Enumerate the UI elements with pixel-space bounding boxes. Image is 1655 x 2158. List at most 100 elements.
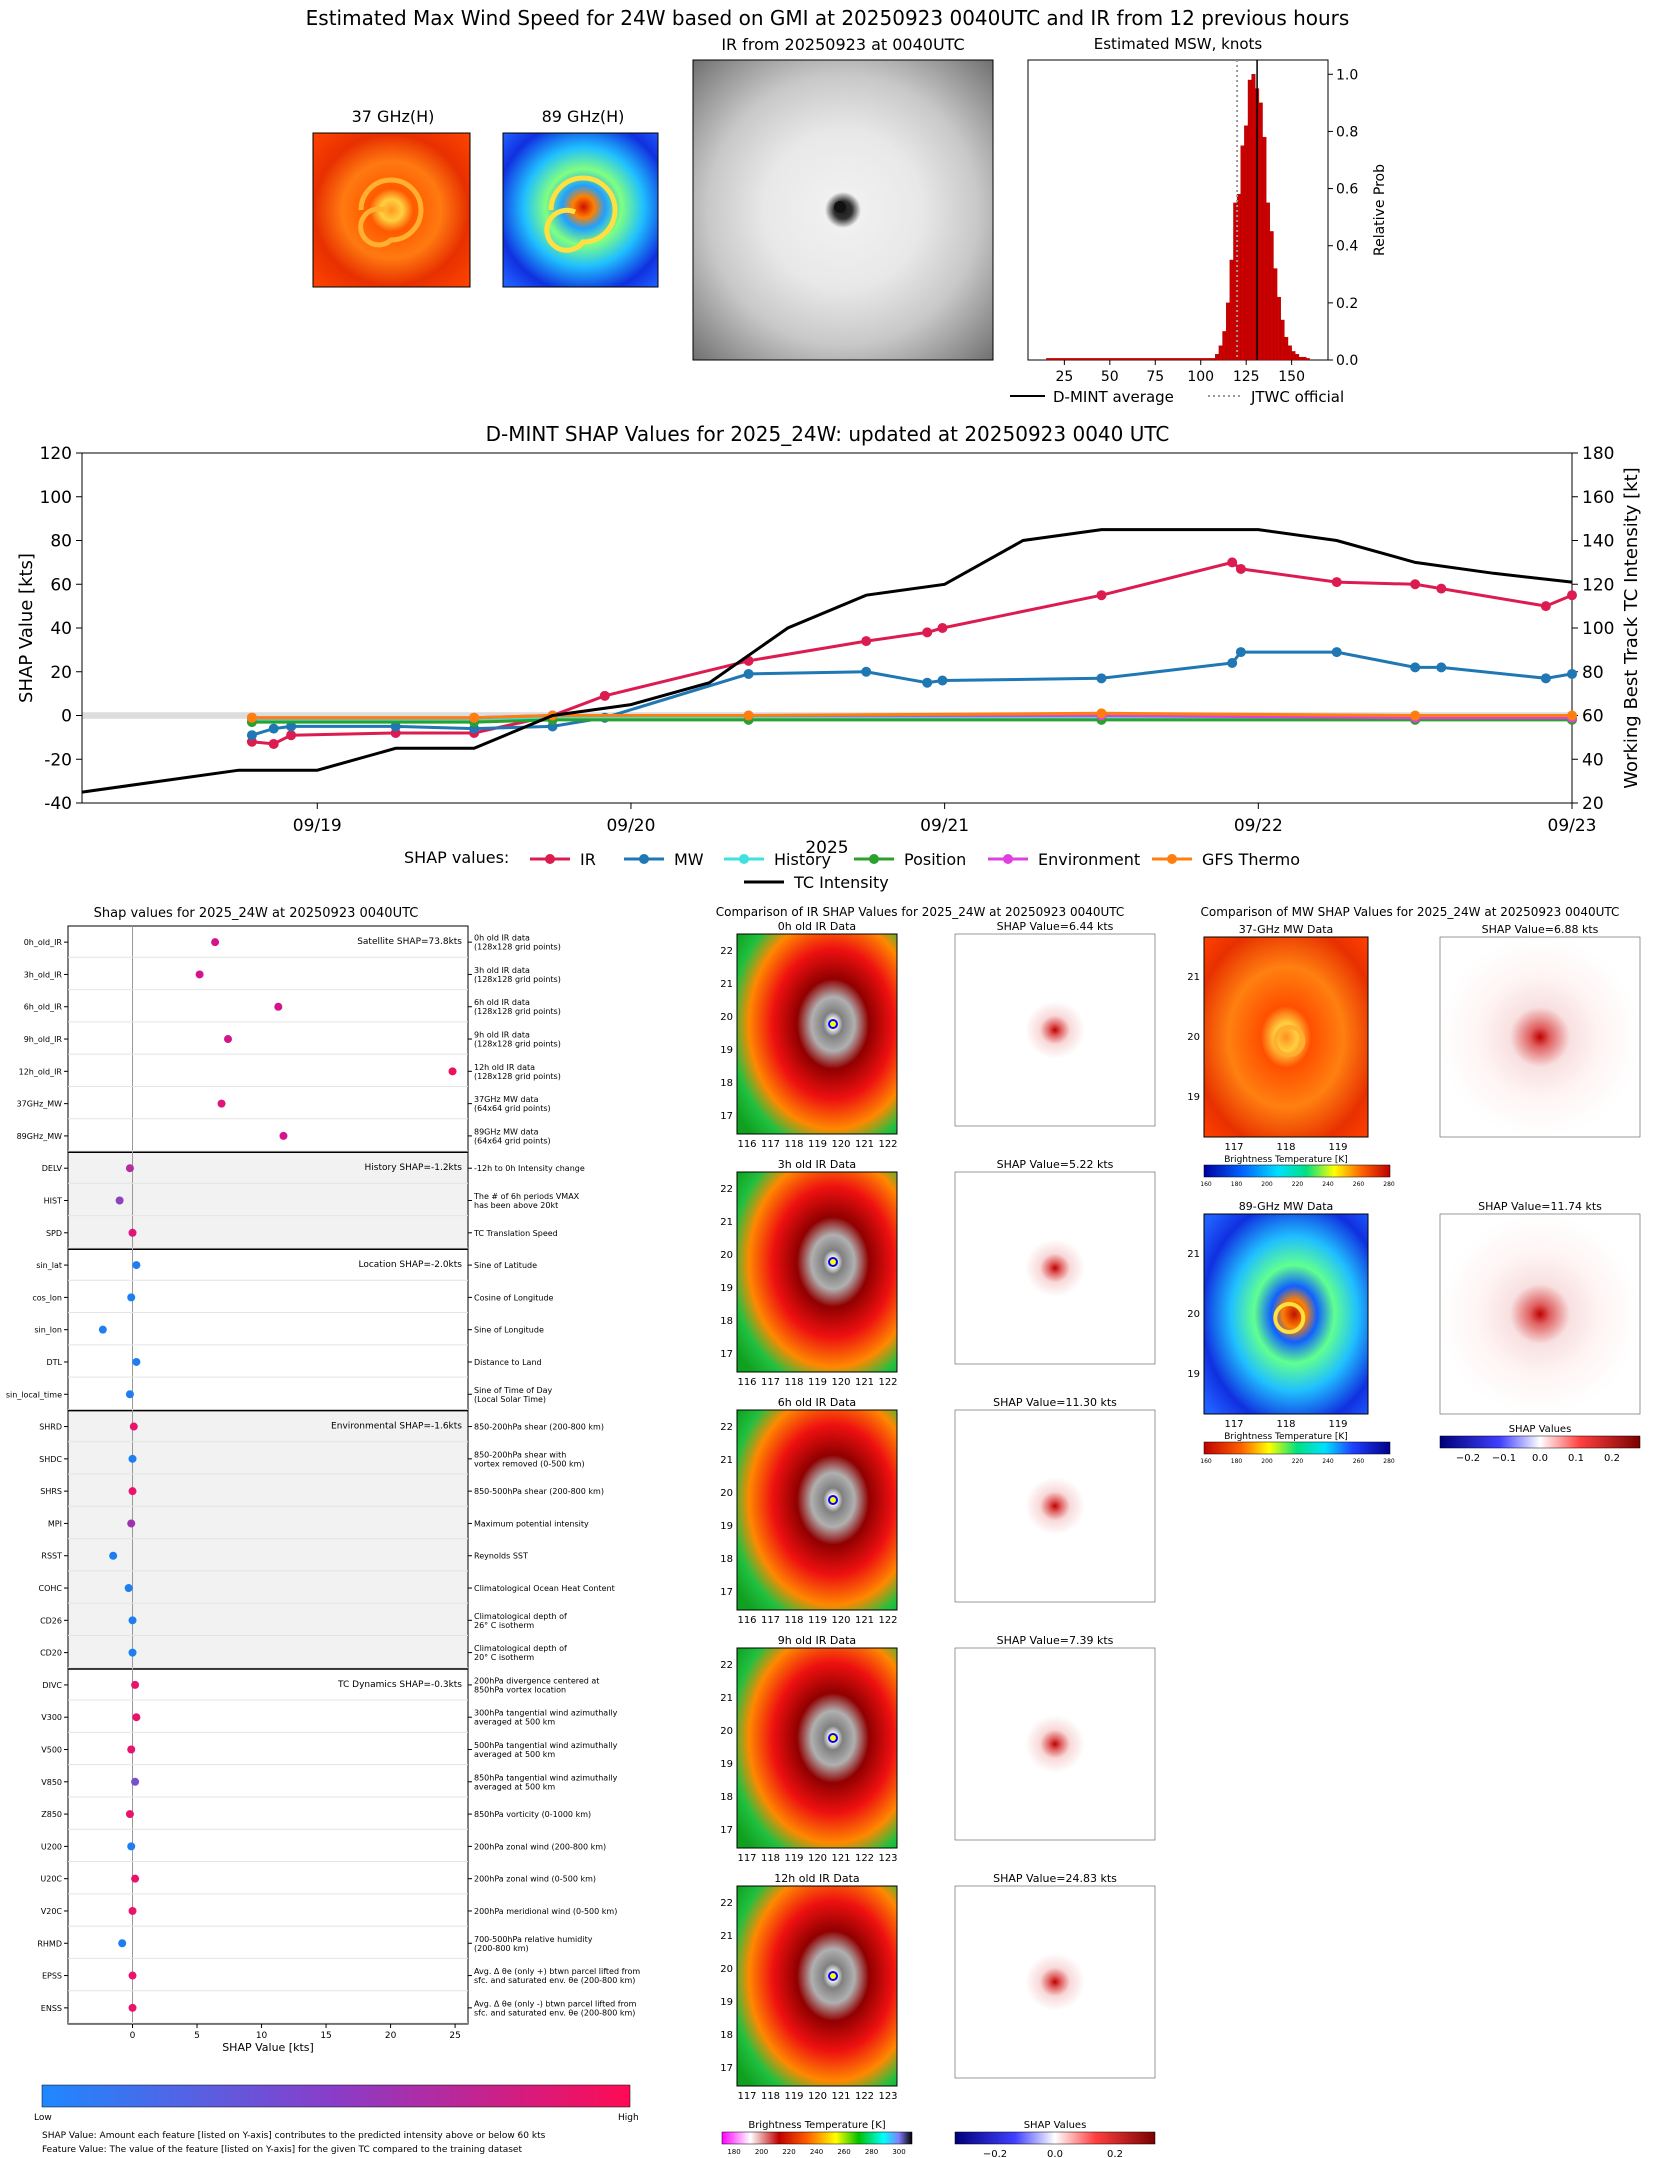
feature-desc: 850hPa vortex location: [474, 1685, 566, 1694]
mw-cbar-tick: 160: [1200, 1181, 1212, 1188]
legend-avg-label: D-MINT average: [1053, 388, 1174, 406]
ir-xtick-label: 122: [855, 1853, 874, 1864]
feature-desc: 20° C isotherm: [474, 1653, 534, 1662]
mw-cbar-tick: 200: [1261, 1458, 1273, 1465]
mw-cbar-tick: 220: [1292, 1458, 1304, 1465]
ts-ytick-right-label: 120: [1582, 575, 1614, 595]
feature-name: 3h_old_IR: [24, 970, 63, 979]
feature-xtick-label: 15: [320, 2031, 331, 2041]
feature-name: DELV: [42, 1164, 63, 1173]
note-feature: Feature Value: The value of the feature …: [42, 2145, 523, 2155]
series-point: [743, 668, 754, 679]
feature-point: [217, 1099, 226, 1108]
feature-desc: sfc. and saturated env. θe (200-800 km): [474, 2008, 635, 2017]
prob-bar: [1225, 302, 1231, 361]
feature-desc: Sine of Time of Day: [474, 1386, 553, 1395]
mw-compare-panels: 37-GHz MW Data 19 20 21 117 118 119 Brightness …: [1187, 923, 1641, 1465]
ir-eye: [828, 1733, 838, 1743]
ir-shap-cbar-tick: 0.0: [1047, 2149, 1063, 2158]
prob-xtick-label: 125: [1233, 369, 1260, 385]
ir-panel-title: 0h old IR Data: [778, 920, 856, 933]
mw-panel-title: 89-GHz MW Data: [1239, 1200, 1334, 1213]
ir-xtick-label: 120: [831, 1377, 850, 1388]
ir-ytick-label: 22: [720, 1898, 733, 1909]
feature-desc: 200hPa zonal wind (200-800 km): [474, 1842, 606, 1851]
series-point: [1096, 673, 1107, 684]
group-label: Satellite SHAP=73.8kts: [357, 937, 462, 947]
feature-desc: 6h old IR data: [474, 998, 530, 1007]
legend-prefix: SHAP values:: [404, 848, 510, 867]
ir-shap-map: [954, 933, 1156, 1127]
feature-desc: (Local Solar Time): [474, 1395, 546, 1404]
series-point: [268, 738, 279, 749]
ir-xtick-label: 118: [761, 2091, 780, 2102]
feature-desc: vortex removed (0-500 km): [474, 1459, 585, 1468]
colorbar-low: Low: [34, 2113, 52, 2123]
ts-ytick-right-label: 20: [1582, 794, 1604, 814]
feature-name: 37GHz_MW: [17, 1100, 62, 1109]
mw89-image: [502, 132, 659, 288]
ir-xtick-label: 120: [831, 1615, 850, 1626]
feature-name: 6h_old_IR: [24, 1003, 63, 1012]
series-point: [1331, 577, 1342, 588]
ir-xtick-label: 121: [855, 1139, 874, 1150]
prob-bar: [1280, 319, 1285, 361]
ir-ytick-label: 19: [720, 1283, 733, 1294]
ir-panel-image: [736, 1885, 898, 2087]
note-shap: SHAP Value: Amount each feature [listed …: [42, 2131, 546, 2141]
feature-name: V300: [41, 1713, 62, 1722]
feature-desc: averaged at 500 km: [474, 1750, 555, 1759]
feature-name: 89GHz_MW: [17, 1132, 62, 1141]
ir-xtick-label: 119: [784, 1853, 803, 1864]
feature-frame: [67, 925, 469, 2025]
top-images: 25 50 75 100 125 150 0.0 0.2 0.4 0.6 0.8 1.0 Relativ…: [312, 59, 1388, 406]
ir-ytick-label: 21: [720, 1217, 733, 1228]
mw-cbar-label: Brightness Temperature [K]: [1224, 1155, 1348, 1165]
feature-desc: (200-800 km): [474, 1944, 529, 1953]
ir-xtick-label: 116: [737, 1139, 756, 1150]
ir-xtick-label: 118: [784, 1377, 803, 1388]
series-point: [937, 675, 948, 686]
feature-panel-title: Shap values for 2025_24W at 20250923 004…: [93, 906, 419, 921]
ir-compare-title: Comparison of IR SHAP Values for 2025_24…: [715, 905, 1125, 919]
feature-name: sin_lon: [34, 1326, 62, 1335]
legend-label: TC Intensity: [793, 873, 889, 892]
prob-xtick-label: 50: [1101, 369, 1119, 385]
ir-shap-map: [954, 1171, 1156, 1365]
legend-marker: [1003, 854, 1013, 864]
ir-ytick-label: 20: [720, 1250, 733, 1261]
ir-ytick-label: 22: [720, 946, 733, 957]
series-point: [1436, 662, 1447, 673]
feature-name: RHMD: [37, 1939, 62, 1948]
series-line-tc-intensity: [81, 528, 1573, 794]
ir-xtick-label: 120: [831, 1139, 850, 1150]
prob-ytick-label: 0.8: [1336, 124, 1358, 140]
prob-xtick-label: 75: [1146, 369, 1164, 385]
series-point: [268, 723, 279, 734]
mw-cbar-tick: 280: [1383, 1181, 1395, 1188]
ir-xtick-label: 118: [784, 1139, 803, 1150]
feature-desc: (64x64 grid points): [474, 1136, 551, 1145]
feature-desc: -12h to 0h Intensity change: [474, 1164, 585, 1173]
ir-ytick-label: 19: [720, 1997, 733, 2008]
series-point: [286, 721, 297, 732]
ir-xtick-label: 123: [878, 2091, 897, 2102]
feature-point: [109, 1551, 118, 1560]
ir-panel-image: [736, 1409, 898, 1611]
ir-shap-cbar-label: SHAP Values: [1024, 2120, 1087, 2131]
feature-desc: Reynolds SST: [474, 1552, 528, 1561]
feature-point: [132, 1357, 141, 1366]
prob-ytick-label: 0.0: [1336, 353, 1358, 369]
mw-shap-cbar-tick: 0.2: [1604, 1453, 1620, 1464]
legend-label: Position: [904, 850, 966, 869]
series-point: [1410, 662, 1421, 673]
ir-xtick-label: 121: [831, 1853, 850, 1864]
ir-xtick-label: 122: [878, 1615, 897, 1626]
ir-panel-title: 6h old IR Data: [778, 1396, 856, 1409]
ir-eye: [828, 1257, 838, 1267]
group-label: Environmental SHAP=-1.6kts: [331, 1421, 462, 1431]
feature-point: [98, 1325, 107, 1334]
series-point: [1227, 658, 1238, 668]
legend-jtwc-label: JTWC official: [1250, 388, 1344, 406]
legend-marker: [1167, 854, 1177, 864]
